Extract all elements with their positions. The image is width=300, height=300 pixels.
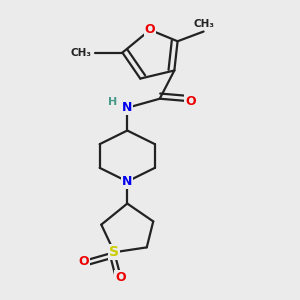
Text: CH₃: CH₃: [70, 48, 92, 58]
Text: O: O: [116, 271, 126, 284]
Text: O: O: [145, 23, 155, 36]
Text: O: O: [185, 95, 196, 108]
Text: O: O: [78, 254, 89, 268]
Text: N: N: [122, 175, 133, 188]
Text: CH₃: CH₃: [193, 20, 214, 29]
Text: N: N: [122, 101, 133, 114]
Text: S: S: [109, 245, 119, 259]
Text: H: H: [108, 97, 117, 107]
